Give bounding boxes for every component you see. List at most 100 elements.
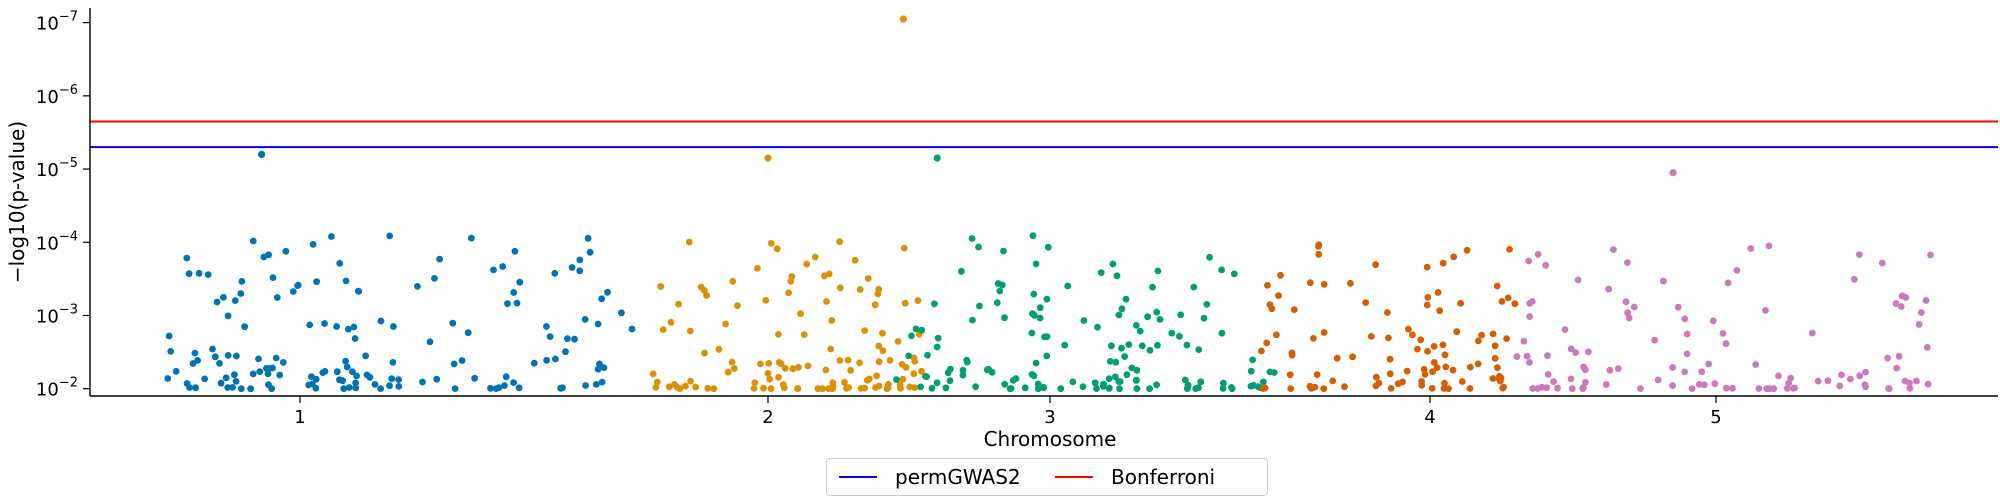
snp-point [896,381,904,389]
snp-point [692,383,700,391]
snp-point [1421,371,1429,378]
snp-point [873,372,880,380]
snp-point [1105,375,1113,383]
snp-point [1428,384,1436,392]
snp-point [568,264,576,271]
snp-point [864,275,872,282]
snp-point [1030,290,1038,298]
snp-point [543,323,550,330]
snp-point [265,381,272,389]
snp-point [1315,241,1323,249]
snp-point [194,357,202,364]
snp-point [754,265,761,272]
snp-point [1061,341,1069,349]
snp-point [1409,331,1416,339]
snp-point [1100,382,1107,390]
snp-point [1499,384,1507,392]
snp-point [1386,370,1394,378]
snp-point [1722,384,1730,392]
threshold-lines [90,120,1998,149]
snp-point [1153,381,1160,389]
snp-point [256,368,264,375]
snp-point [504,300,511,308]
snp-point [1913,377,1920,385]
snp-point [1123,371,1131,379]
snp-point [1263,339,1271,347]
snp-point [233,352,240,360]
snp-point [1386,355,1394,363]
snp-point [339,377,346,385]
x-tick-label: 2 [762,407,773,428]
snp-point [1218,266,1225,274]
snp-point [586,248,594,256]
legend-item-permgwas2: permGWAS2 [839,459,1021,495]
snp-point [1036,304,1044,312]
x-tick-label: 5 [1710,407,1721,428]
snp-point [487,384,494,392]
snp-point [1567,345,1575,353]
snp-point [1752,361,1760,368]
snp-point [1429,368,1436,376]
snp-point [279,359,287,366]
snp-point [1439,341,1447,349]
snp-point [362,352,369,360]
snp-point [1442,363,1450,371]
snp-point [1259,378,1267,386]
snp-point [1572,349,1580,356]
snp-point [851,256,859,264]
snp-point [313,278,320,286]
snp-point [1249,356,1256,364]
snp-point [1808,329,1816,337]
snp-point [775,373,782,381]
snp-point [1200,314,1208,322]
snp-point [237,385,245,393]
snp-point [1434,289,1442,296]
snp-point [1520,337,1528,345]
snp-point [657,283,665,290]
snp-point [1681,368,1689,376]
snp-point [875,358,883,366]
snp-point [1057,385,1065,393]
snp-point [1554,384,1561,392]
snp-point [185,270,193,278]
snp-point [673,384,681,391]
snp-point [1669,364,1677,371]
snp-point [1440,385,1448,392]
snp-point [395,383,403,390]
snp-point [1362,299,1370,306]
snp-point [1688,385,1696,392]
snp-point [1028,329,1036,337]
snp-point [1474,360,1482,368]
snp-point [1893,364,1901,372]
snp-point [972,383,980,391]
snp-point [249,237,257,245]
snp-point [502,373,510,381]
snp-point [918,367,925,375]
snp-point [1394,380,1402,388]
snp-point [1884,354,1891,362]
snp-point [1847,375,1854,383]
snp-point [765,360,773,367]
snp-point [167,348,175,355]
snp-point [1698,368,1706,376]
snp-point [829,382,837,390]
snp-point [912,325,920,333]
snp-point [780,384,788,392]
snp-point [1414,345,1421,353]
snp-point [1250,381,1257,389]
snp-point [811,253,819,261]
snp-point [1783,384,1791,392]
snp-point [947,365,954,373]
snp-point [701,349,708,357]
snp-point [1387,385,1395,392]
snp-point [653,378,661,386]
snp-point [238,278,246,285]
snp-point [1093,385,1100,392]
y-tick-label: 10−7 [36,10,78,35]
snp-point [204,271,212,278]
snp-point [1195,384,1202,392]
snp-point [1028,371,1036,378]
snp-point [762,297,770,304]
legend: permGWAS2 Bonferroni [826,458,1268,496]
